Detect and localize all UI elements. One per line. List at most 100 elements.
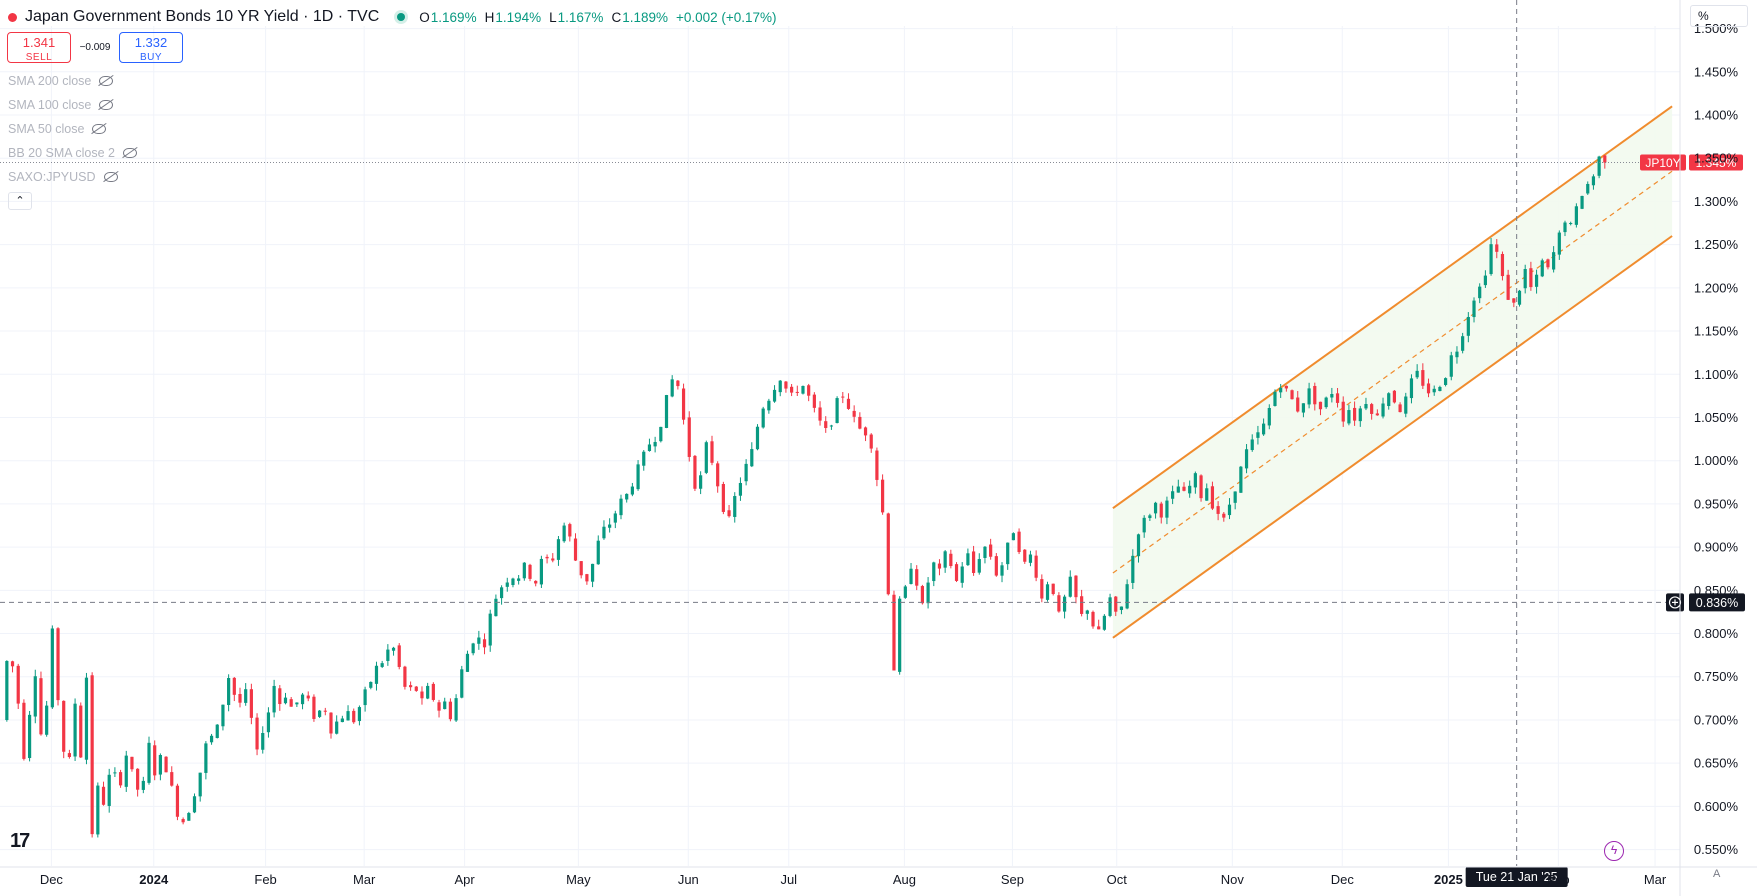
price-tick-label: 1.150% [1694,324,1739,339]
candle [602,520,606,540]
candle-body [653,441,657,447]
candle-body [1529,268,1533,288]
candle [261,726,265,754]
plus-circle-icon [1666,593,1684,612]
candle-body [892,594,896,671]
candle [1165,496,1169,525]
candle-body [767,400,771,411]
candle [977,553,981,575]
candle-body [1392,390,1397,403]
candle [73,698,77,761]
candle-body [340,718,344,723]
candle-body [1159,503,1163,518]
eye-off-icon[interactable] [99,76,114,86]
candle-body [1040,579,1044,599]
indicator-jpyusd[interactable]: SAXO:JPYUSD [8,170,118,184]
candle [1370,402,1374,420]
candle [693,455,697,492]
candle [573,533,578,562]
candle-body [790,386,794,393]
candle [221,704,225,731]
candle [238,687,242,708]
candle-body [1415,370,1419,378]
candle [812,392,816,413]
candle [568,522,572,542]
candle [27,710,32,762]
candle-body [1188,485,1192,494]
candle [687,411,691,462]
indicator-sma50[interactable]: SMA 50 close [8,122,107,136]
buy-button[interactable]: 1.332 BUY [119,32,183,63]
candle-body [1131,555,1135,583]
candle-body [1324,397,1328,408]
candle [10,660,15,673]
candle-body [1216,506,1220,514]
candle [414,686,418,692]
indicator-sma200[interactable]: SMA 200 close [8,74,114,88]
sell-button[interactable]: 1.341 SELL [7,32,71,63]
candle-body [710,441,714,463]
candle-body [1102,615,1106,630]
time-tick-label: Sep [1001,872,1024,887]
candle-body [386,649,390,661]
candle [1080,589,1084,617]
candle [824,416,828,433]
candle-body [795,391,799,393]
axis-unit-selector[interactable]: % [1690,5,1748,27]
candle [1097,619,1101,630]
candle-body [1097,626,1101,630]
candle [750,442,754,468]
candle [778,380,782,397]
candle-body [943,551,947,568]
candle-body [238,693,242,703]
channel-lower-line [1112,235,1673,639]
candle [1449,351,1453,381]
candle-body [1284,385,1288,389]
tradingview-logo-icon[interactable]: 17 [10,830,30,852]
candle [16,663,20,709]
candle-body [949,553,953,567]
candle-body [1091,611,1095,627]
lightning-icon[interactable]: ϟ [1604,841,1624,861]
candle [1017,528,1021,555]
eye-off-icon[interactable] [99,100,114,110]
candle [96,782,100,838]
candle [971,545,976,576]
candle-body [90,675,94,835]
candle [1250,434,1254,452]
candle [318,710,322,719]
indicator-bb20[interactable]: BB 20 SMA close 2 [8,146,138,160]
candle [545,554,549,564]
price-tick-label: 0.700% [1694,712,1739,727]
indicator-sma100[interactable]: SMA 100 close [8,98,114,112]
candle-body [437,702,441,711]
candle-body [1500,253,1505,277]
candle-body [1165,500,1169,518]
candle-body [562,525,566,542]
time-tick-label: 2025 [1434,872,1463,887]
collapse-legend-button[interactable]: ⌃ [8,192,32,210]
candle-body [352,710,356,723]
candle-body [898,598,902,672]
candle-body [323,710,327,712]
candle-body [397,645,401,667]
candle [1171,485,1175,505]
candle [1364,397,1368,411]
candle [312,694,316,722]
candle-body [659,426,663,442]
candle [181,817,185,825]
eye-off-icon[interactable] [103,172,118,182]
candle-body [403,666,407,687]
candle-body [1176,486,1180,493]
candle-body [1290,390,1294,400]
candle-body [380,663,384,667]
eye-off-icon[interactable] [123,148,138,158]
candle [1506,269,1510,301]
auto-scale-button[interactable]: A [1713,868,1721,880]
candle [374,661,379,691]
eye-off-icon[interactable] [92,124,107,134]
candle-body [209,735,214,743]
symbol-title[interactable]: Japan Government Bonds 10 YR Yield · 1D … [25,8,380,25]
candle [39,671,43,736]
